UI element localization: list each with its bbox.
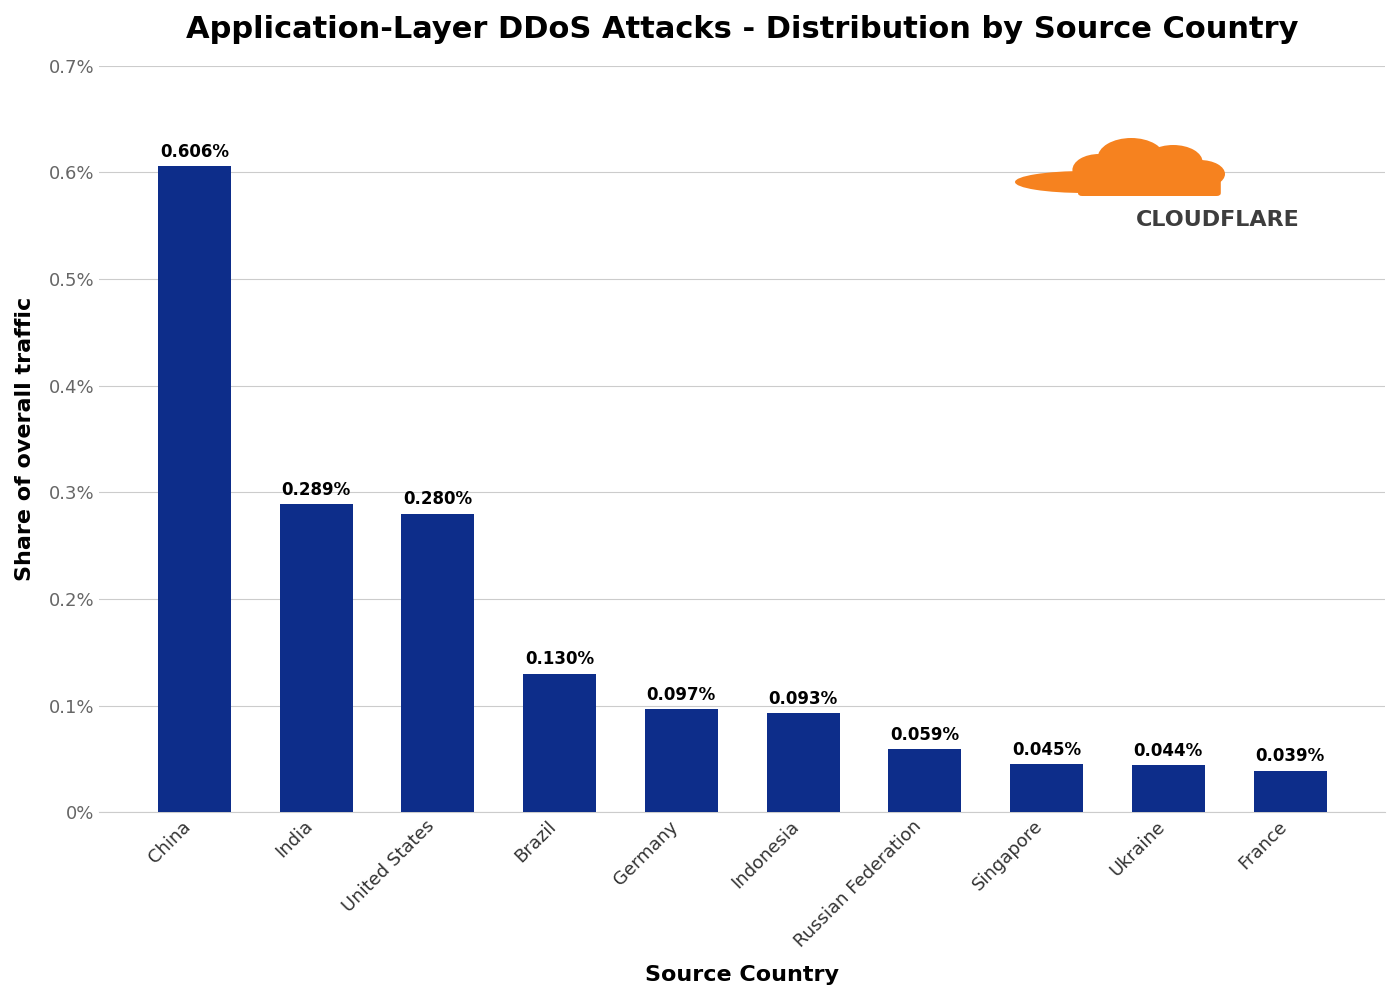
Bar — [402, 514, 475, 812]
Bar — [888, 749, 962, 812]
Text: 0.045%: 0.045% — [1012, 741, 1081, 759]
Bar — [1131, 765, 1205, 812]
Bar — [1253, 771, 1327, 812]
Bar — [524, 674, 596, 812]
Bar — [645, 709, 718, 812]
Text: 0.606%: 0.606% — [160, 143, 228, 161]
Bar — [767, 713, 840, 812]
Bar — [158, 166, 231, 812]
Title: Application-Layer DDoS Attacks - Distribution by Source Country: Application-Layer DDoS Attacks - Distrib… — [186, 15, 1298, 44]
Text: 0.059%: 0.059% — [890, 726, 959, 744]
Y-axis label: Share of overall traffic: Share of overall traffic — [15, 297, 35, 581]
Text: CLOUDFLARE: CLOUDFLARE — [1137, 210, 1299, 230]
Text: 0.093%: 0.093% — [769, 690, 837, 708]
X-axis label: Source Country: Source Country — [645, 965, 839, 985]
Text: 0.280%: 0.280% — [403, 490, 472, 508]
Text: 0.130%: 0.130% — [525, 650, 594, 668]
Bar — [280, 504, 353, 812]
Text: 0.044%: 0.044% — [1134, 742, 1203, 760]
Text: 0.039%: 0.039% — [1256, 747, 1324, 765]
Bar — [1009, 764, 1084, 812]
Text: 0.097%: 0.097% — [647, 686, 715, 704]
Text: 0.289%: 0.289% — [281, 481, 351, 499]
